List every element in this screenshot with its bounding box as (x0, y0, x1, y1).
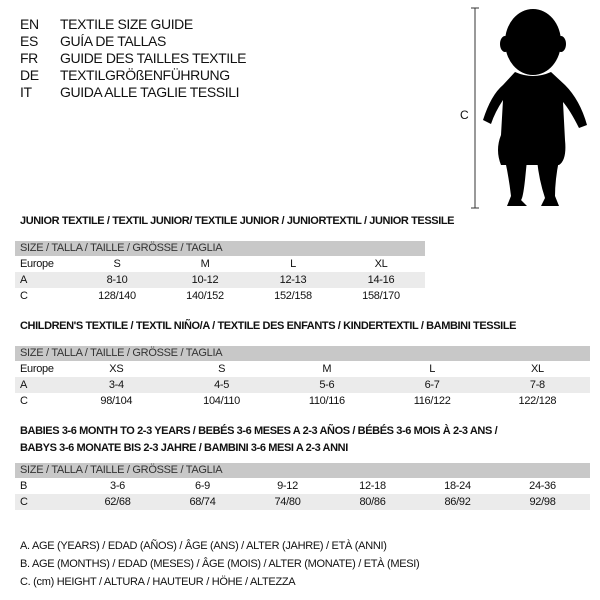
language-line: ES GUÍA DE TALLAS (20, 33, 166, 49)
legend-line: C. (cm) HEIGHT / ALTURA / HAUTEUR / HÖHE… (20, 576, 296, 588)
table-cell: 14-16 (367, 274, 395, 286)
table-cell: 3-6 (110, 480, 125, 492)
table-cell: L (429, 363, 436, 375)
language-line: FR GUIDE DES TAILLES TEXTILE (20, 50, 246, 66)
table-header: SIZE / TALLA / TAILLE / GRÖSSE / TAGLIA (15, 241, 425, 256)
table-cell: 86/92 (444, 496, 471, 508)
table-cell: 62/68 (104, 496, 131, 508)
table-row: C 128/140 140/152 152/158 158/170 (15, 288, 425, 304)
table-cell: 110/116 (308, 395, 345, 407)
table-cell: 128/140 (98, 290, 136, 302)
table-cell: 74/80 (274, 496, 301, 508)
table-row: A 8-10 10-12 12-13 14-16 (15, 272, 425, 288)
table-cell: 12-18 (359, 480, 386, 492)
table-cell: XL (374, 258, 388, 270)
table-cell: 6-7 (424, 379, 440, 391)
table-cell: 116/122 (413, 395, 451, 407)
table-cell: 140/152 (186, 290, 224, 302)
row-label: Europe (20, 258, 54, 270)
table-header: SIZE / TALLA / TAILLE / GRÖSSE / TAGLIA (15, 346, 590, 361)
table-row: Europe S M L XL (15, 256, 425, 272)
row-label: C (20, 395, 28, 407)
language-code: DE (20, 67, 39, 83)
table-cell: 104/110 (203, 395, 241, 407)
row-label: A (20, 274, 28, 286)
table-cell: 68/74 (189, 496, 216, 508)
table-cell: 18-24 (444, 480, 471, 492)
table-cell: 4-5 (214, 379, 230, 391)
table-cell: 92/98 (529, 496, 556, 508)
table-row: Europe XS S M L XL (15, 361, 590, 377)
table-cell: 10-12 (191, 274, 219, 286)
language-line: IT GUIDA ALLE TAGLIE TESSILI (20, 84, 239, 100)
table-cell: 152/158 (274, 290, 312, 302)
language-line: DE TEXTILGRÖßENFÜHRUNG (20, 67, 230, 83)
measure-label-c: C (460, 108, 469, 122)
child-figure: C (455, 0, 600, 215)
table-title-line-2: BABYS 3-6 MONATE BIS 2-3 JAHRE / BAMBINI… (20, 442, 348, 454)
table-cell: 122/128 (518, 395, 557, 407)
table-row: A 3-4 4-5 5-6 6-7 7-8 (15, 377, 590, 393)
table-cell: 158/170 (362, 290, 400, 302)
language-code: IT (20, 84, 32, 100)
language-title: GUIDA ALLE TAGLIE TESSILI (60, 84, 240, 100)
table-cell: S (218, 363, 226, 375)
size-table: SIZE / TALLA / TAILLE / GRÖSSE / TAGLIA E… (15, 241, 425, 304)
table-title: JUNIOR TEXTILE / TEXTIL JUNIOR/ TEXTILE … (20, 215, 455, 227)
size-table: SIZE / TALLA / TAILLE / GRÖSSE / TAGLIA B… (15, 463, 590, 510)
table-cell: L (290, 258, 296, 270)
size-table: SIZE / TALLA / TAILLE / GRÖSSE / TAGLIA E… (15, 346, 590, 409)
legend-line: B. AGE (MONTHS) / EDAD (MESES) / ÂGE (MO… (20, 558, 420, 570)
table-row: C 62/68 68/74 74/80 80/86 86/92 92/98 (15, 494, 590, 510)
language-code: FR (20, 50, 38, 66)
row-label: C (20, 290, 28, 302)
child-silhouette-icon (471, 7, 587, 209)
table-cell: 98/104 (100, 395, 133, 407)
table-cell: 12-13 (279, 274, 307, 286)
row-label: Europe (20, 363, 54, 375)
language-code: ES (20, 33, 38, 49)
table-title: BABIES 3-6 MONTH TO 2-3 YEARS / BEBÉS 3-… (20, 425, 498, 437)
table-cell: XL (530, 363, 544, 375)
table-row: C 98/104 104/110 110/116 116/122 122/128 (15, 393, 590, 409)
table-row: B 3-6 6-9 9-12 12-18 18-24 24-36 (15, 478, 590, 494)
table-header: SIZE / TALLA / TAILLE / GRÖSSE / TAGLIA (15, 463, 590, 478)
table-cell: 9-12 (277, 480, 298, 492)
legend-line: A. AGE (YEARS) / EDAD (AÑOS) / ÂGE (ANS)… (20, 540, 387, 552)
language-title: GUÍA DE TALLAS (60, 33, 166, 49)
table-cell: M (322, 363, 332, 375)
row-label: C (20, 496, 28, 508)
language-title: TEXTILGRÖßENFÜHRUNG (60, 67, 230, 83)
table-cell: S (113, 258, 121, 270)
table-cell: 80/86 (359, 496, 386, 508)
table-cell: 5-6 (319, 379, 335, 391)
table-cell: 24-36 (529, 480, 556, 492)
table-title: CHILDREN'S TEXTILE / TEXTIL NIÑO/A / TEX… (20, 320, 517, 332)
table-cell: XS (109, 363, 124, 375)
row-label: B (20, 480, 28, 492)
table-cell: 7-8 (529, 379, 545, 391)
table-cell: 6-9 (195, 480, 210, 492)
table-cell: 8-10 (106, 274, 128, 286)
table-cell: 3-4 (108, 379, 124, 391)
language-title: GUIDE DES TAILLES TEXTILE (60, 50, 247, 66)
language-title: TEXTILE SIZE GUIDE (60, 16, 193, 32)
language-code: EN (20, 16, 39, 32)
table-cell: M (200, 258, 210, 270)
row-label: A (20, 379, 28, 391)
language-line: EN TEXTILE SIZE GUIDE (20, 16, 193, 32)
